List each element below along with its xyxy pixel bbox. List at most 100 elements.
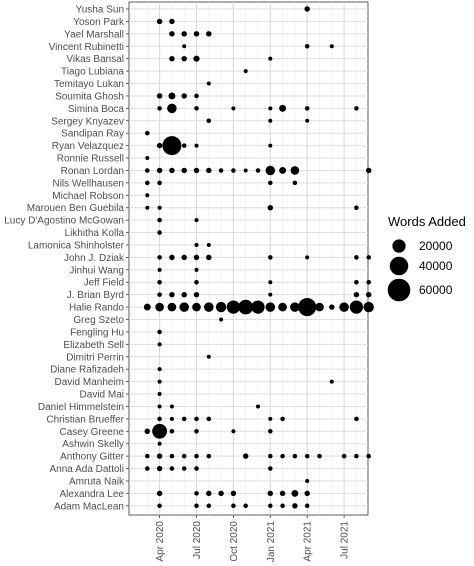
data-point bbox=[206, 503, 212, 509]
data-point bbox=[156, 465, 163, 472]
data-point bbox=[315, 302, 324, 312]
y-tick-label: J. Brian Byrd bbox=[67, 290, 124, 301]
data-point bbox=[265, 302, 276, 312]
y-tick-label: Adam MacLean bbox=[54, 501, 124, 512]
data-point bbox=[206, 118, 212, 124]
legend-label: 20000 bbox=[419, 239, 453, 253]
data-point bbox=[354, 205, 359, 210]
y-tick-label: Vikas Bansal bbox=[66, 54, 124, 65]
data-point bbox=[194, 466, 199, 471]
data-point bbox=[157, 416, 162, 422]
data-point bbox=[156, 18, 163, 25]
data-point bbox=[162, 136, 182, 156]
data-point bbox=[157, 503, 162, 509]
y-tick-label: Daniel Himmelstein bbox=[38, 402, 124, 413]
data-point bbox=[181, 167, 187, 174]
y-tick-label: Sergey Knyazev bbox=[51, 116, 124, 127]
data-point bbox=[292, 503, 298, 509]
y-tick-label: Vincent Rubinetti bbox=[49, 42, 124, 53]
data-point bbox=[365, 167, 372, 174]
data-point bbox=[156, 93, 163, 99]
data-point bbox=[329, 44, 334, 49]
data-point bbox=[157, 367, 162, 372]
data-point bbox=[278, 302, 287, 312]
data-point bbox=[145, 180, 150, 186]
data-point bbox=[182, 44, 187, 49]
y-tick-label: Amruta Naik bbox=[69, 476, 125, 487]
data-point bbox=[268, 255, 273, 260]
data-point bbox=[194, 106, 199, 111]
data-point bbox=[168, 92, 176, 100]
y-tick-label: Temitayo Lukan bbox=[54, 79, 124, 90]
data-point bbox=[354, 453, 359, 459]
y-tick-label: Sandipan Ray bbox=[61, 129, 124, 140]
y-tick-label: Tiago Lubiana bbox=[61, 67, 124, 78]
data-point bbox=[363, 301, 374, 313]
data-point bbox=[169, 55, 175, 62]
data-point bbox=[194, 491, 199, 496]
data-point bbox=[157, 205, 162, 210]
data-point bbox=[268, 143, 273, 148]
data-point bbox=[206, 490, 212, 497]
y-tick-label: Nils Wellhausen bbox=[52, 178, 124, 189]
y-tick-label: Christian Brueffer bbox=[46, 414, 124, 425]
data-point bbox=[194, 218, 199, 223]
data-point bbox=[194, 503, 199, 509]
data-point bbox=[157, 180, 162, 186]
data-point bbox=[230, 490, 237, 497]
data-point bbox=[291, 489, 299, 497]
data-point bbox=[280, 453, 285, 459]
data-point bbox=[251, 300, 265, 314]
data-point bbox=[365, 291, 372, 298]
data-point bbox=[354, 255, 359, 260]
data-point bbox=[265, 165, 276, 176]
data-points bbox=[143, 6, 374, 509]
data-point bbox=[366, 453, 371, 459]
data-point bbox=[305, 118, 310, 123]
data-point bbox=[194, 93, 199, 99]
data-point bbox=[268, 180, 273, 186]
data-point bbox=[157, 267, 162, 272]
y-tick-label: Elizabeth Sell bbox=[63, 340, 124, 351]
data-point bbox=[268, 429, 273, 434]
data-point bbox=[243, 69, 248, 74]
data-point bbox=[157, 292, 162, 297]
y-tick-label: Anna Ada Dattoli bbox=[50, 464, 125, 475]
data-point bbox=[193, 31, 200, 37]
data-point bbox=[157, 255, 162, 260]
data-point bbox=[238, 299, 254, 315]
y-tick-label: Jeff Field bbox=[84, 278, 124, 289]
data-point bbox=[157, 379, 162, 384]
data-point bbox=[194, 267, 199, 272]
data-point bbox=[145, 193, 150, 198]
data-point bbox=[354, 106, 359, 111]
data-point bbox=[353, 291, 360, 298]
data-point bbox=[304, 43, 310, 49]
data-point bbox=[169, 31, 175, 37]
data-point bbox=[354, 416, 359, 422]
data-point bbox=[169, 416, 174, 421]
y-tick-label: Yusha Sun bbox=[76, 5, 124, 16]
data-point bbox=[167, 103, 177, 114]
data-point bbox=[193, 291, 200, 298]
data-point bbox=[157, 230, 162, 235]
data-point bbox=[279, 490, 286, 497]
data-point bbox=[145, 156, 150, 161]
data-point bbox=[305, 255, 310, 260]
data-point bbox=[206, 453, 212, 459]
data-point bbox=[169, 167, 175, 174]
data-point bbox=[167, 302, 177, 312]
data-point bbox=[157, 441, 162, 446]
data-point bbox=[256, 404, 260, 409]
data-point bbox=[169, 453, 175, 459]
data-point bbox=[144, 428, 151, 434]
data-point bbox=[206, 81, 211, 86]
x-tick-label: Apr 2021 bbox=[303, 521, 314, 562]
data-point bbox=[279, 167, 287, 174]
data-point bbox=[156, 453, 163, 459]
data-point bbox=[218, 490, 224, 497]
data-point bbox=[304, 6, 310, 12]
data-point bbox=[169, 466, 175, 471]
legend-key bbox=[387, 278, 411, 302]
data-point bbox=[242, 453, 249, 459]
